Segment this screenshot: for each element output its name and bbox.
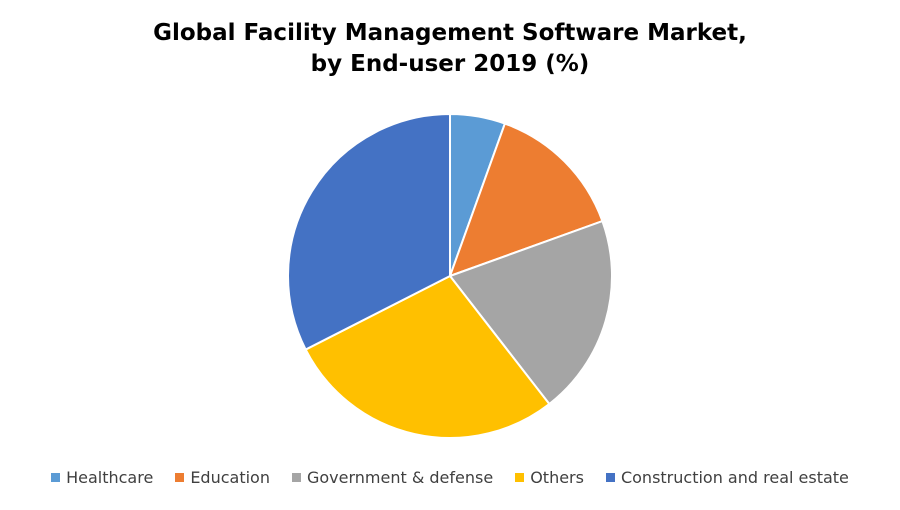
legend-label-construction-and-real-estate: Construction and real estate <box>620 468 849 487</box>
chart-title-line-2: by End-user 2019 (%) <box>310 51 590 77</box>
pie-slice-construction-and-real-estate <box>287 112 451 351</box>
legend-item-others: Others <box>515 468 584 487</box>
legend-swatch-others <box>515 473 525 482</box>
pie-slice-others <box>304 274 551 439</box>
legend-label-education: Education <box>190 468 270 487</box>
pie-slice-education <box>448 122 604 278</box>
legend-label-others: Others <box>530 468 584 487</box>
legend: Healthcare Education Government & defense O… <box>0 468 900 487</box>
legend-swatch-healthcare <box>51 473 61 482</box>
legend-item-construction-and-real-estate: Construction and real estate <box>605 468 849 487</box>
chart-title: Global Facility Management Software Mark… <box>0 18 900 80</box>
legend-swatch-construction-and-real-estate <box>605 473 615 482</box>
legend-item-government-defense: Government & defense <box>291 468 494 487</box>
pie-slice-government-defense <box>448 219 613 406</box>
legend-item-education: Education <box>175 468 270 487</box>
legend-label-healthcare: Healthcare <box>66 468 154 487</box>
legend-swatch-education <box>175 473 185 482</box>
legend-swatch-government-defense <box>291 473 301 482</box>
legend-item-healthcare: Healthcare <box>51 468 153 487</box>
chart-title-line-1: Global Facility Management Software Mark… <box>153 20 747 46</box>
legend-label-government-defense: Government & defense <box>306 468 494 487</box>
